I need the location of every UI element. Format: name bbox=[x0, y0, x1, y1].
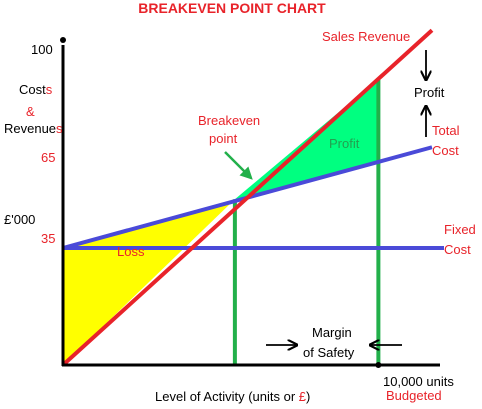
y-label-unit: £'000 bbox=[4, 212, 35, 227]
x-tick-dot bbox=[375, 362, 382, 368]
x-tick-label: 10,000 units bbox=[383, 374, 454, 389]
x-tick-sublabel: Budgeted bbox=[386, 388, 442, 403]
sales-revenue-line bbox=[61, 28, 434, 367]
fixed-cost-label-line2: Cost bbox=[444, 242, 471, 257]
x-axis-label-main: Level of Activity (units or bbox=[155, 389, 299, 404]
profit-side-label: Profit bbox=[414, 85, 445, 100]
y-tick-label: 100 bbox=[31, 42, 53, 57]
x-axis-label-close: ) bbox=[306, 389, 310, 404]
sales-revenue-label: Sales Revenue bbox=[322, 29, 410, 44]
y-tick-label: 35 bbox=[41, 231, 55, 246]
fixed-cost-label-line1: Fixed bbox=[444, 222, 476, 237]
y-label-and: & bbox=[26, 104, 35, 119]
chart-title: BREAKEVEN POINT CHART bbox=[138, 0, 326, 16]
x-axis-label-currency: £ bbox=[299, 389, 307, 404]
y-tick-dot bbox=[60, 37, 66, 43]
y-label-costs: Costs bbox=[19, 82, 53, 97]
total-cost-label-line2: Cost bbox=[432, 143, 459, 158]
total-cost-label-line1: Total bbox=[432, 123, 460, 138]
breakeven-arrow bbox=[224, 151, 253, 180]
y-label-revenues: Revenues bbox=[4, 121, 63, 136]
x-axis-label: Level of Activity (units or £) bbox=[155, 389, 310, 404]
y-tick-label: 65 bbox=[41, 150, 55, 165]
breakeven-label-line2: point bbox=[209, 131, 238, 146]
breakeven-label-line1: Breakeven bbox=[198, 113, 260, 128]
profit-region-label: Profit bbox=[329, 136, 360, 151]
margin-label-line2: of Safety bbox=[303, 345, 355, 360]
margin-label-line1: Margin bbox=[312, 325, 352, 340]
loss-region-label: Loss bbox=[117, 244, 145, 259]
